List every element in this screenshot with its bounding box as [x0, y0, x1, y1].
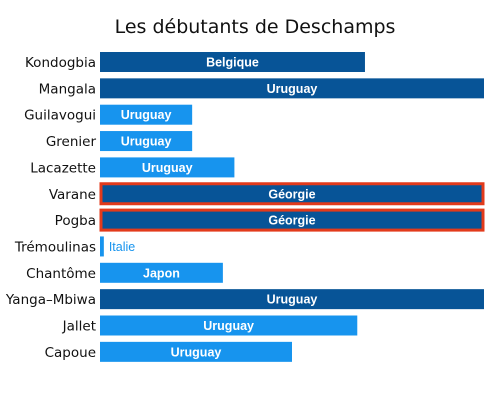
category-label: Lacazette [30, 160, 96, 176]
bar-label: Uruguay [121, 135, 172, 149]
category-label: Pogba [55, 213, 96, 229]
category-label: Kondogbia [25, 55, 96, 71]
bar-label: Géorgie [268, 214, 315, 228]
category-label: Trémoulinas [14, 239, 96, 255]
bars-group: Kondogbia Belgique Mangala Uruguay Guilavogu… [5, 52, 485, 362]
bar [99, 208, 485, 232]
category-label: Mangala [39, 81, 96, 97]
bar [100, 262, 223, 283]
category-label: Varane [49, 187, 96, 203]
category-label: Grenier [46, 134, 97, 150]
bar [100, 131, 193, 152]
bar-label: Uruguay [142, 161, 193, 175]
bar-label: Uruguay [267, 82, 318, 96]
bar [100, 78, 484, 99]
bar-label: Uruguay [203, 319, 254, 333]
bar-label: Géorgie [268, 187, 315, 201]
bar-label: Italie [109, 240, 135, 254]
bar [100, 289, 484, 310]
category-label: Yanga–Mbiwa [5, 292, 96, 308]
bar-label: Uruguay [121, 108, 172, 122]
bar [99, 182, 485, 206]
bar [100, 157, 235, 178]
category-label: Jallet [62, 319, 96, 335]
bar [100, 52, 365, 72]
bar-label: Uruguay [171, 345, 222, 359]
category-label: Chantôme [26, 266, 96, 282]
category-label: Capoue [45, 345, 96, 361]
category-label: Guilavogui [24, 108, 96, 124]
bar [100, 341, 292, 362]
bar [100, 236, 104, 257]
bar-label: Japon [143, 266, 180, 280]
bar [100, 315, 358, 336]
bar [100, 104, 193, 125]
bar-label: Uruguay [267, 293, 318, 307]
bar-label: Belgique [206, 56, 259, 70]
chart-title: Les débutants de Deschamps [115, 16, 396, 38]
